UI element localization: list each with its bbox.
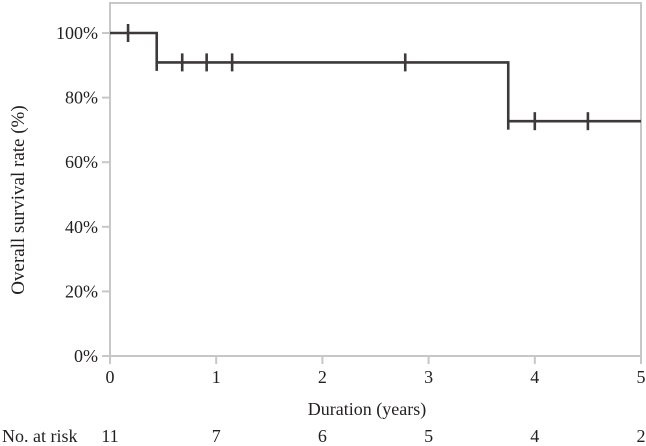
axis-labels-layer: Overall survival rate (%) Duration (year…	[2, 105, 646, 446]
x-tick-label: 3	[424, 367, 433, 387]
risk-count: 6	[318, 426, 327, 446]
survival-curve-layer	[110, 24, 641, 131]
y-tick-label: 0%	[74, 346, 98, 366]
risk-count: 4	[530, 426, 539, 446]
axis-ticks-layer: 0% 20% 40% 60% 80% 100% 0 1 2 3 4 5	[56, 23, 646, 387]
risk-count: 5	[424, 426, 433, 446]
plot-frame	[109, 2, 642, 357]
x-axis-title: Duration (years)	[308, 399, 426, 420]
y-tick-label: 80%	[65, 88, 98, 108]
x-tick-label: 4	[530, 367, 539, 387]
x-tick-label: 5	[637, 367, 646, 387]
risk-count: 7	[212, 426, 221, 446]
risk-table-label: No. at risk	[2, 426, 78, 446]
plot-frame-layer	[109, 2, 642, 357]
risk-count: 11	[101, 426, 118, 446]
survival-curve	[110, 31, 641, 123]
y-tick-label: 60%	[65, 152, 98, 172]
x-tick-label: 1	[212, 367, 221, 387]
x-tick-label: 0	[106, 367, 115, 387]
x-tick-label: 2	[318, 367, 327, 387]
y-axis-title: Overall survival rate (%)	[8, 105, 29, 294]
y-tick-label: 20%	[65, 281, 98, 301]
y-tick-label: 40%	[65, 217, 98, 237]
risk-count: 2	[637, 426, 646, 446]
y-tick-label: 100%	[56, 23, 98, 43]
